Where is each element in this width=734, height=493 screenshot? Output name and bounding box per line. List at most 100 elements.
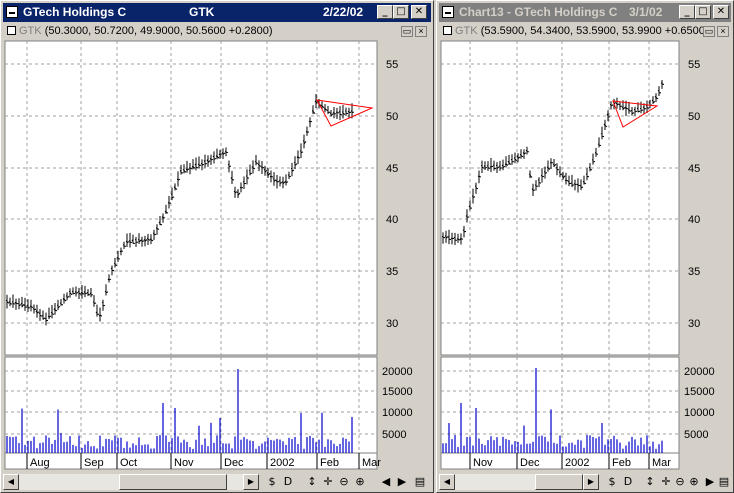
price-bar-open [209, 157, 212, 160]
price-bar-close [159, 223, 163, 226]
maximize-button[interactable]: □ [695, 5, 711, 19]
data-window-icon [443, 26, 452, 35]
window-app-icon[interactable] [442, 6, 454, 18]
zoom-in-icon[interactable]: ⊕ [689, 475, 699, 488]
price-bar-close [520, 155, 524, 158]
page-left-icon[interactable]: ◀ [381, 475, 391, 488]
dollar-scale-icon[interactable]: $ [608, 475, 616, 488]
subwindow-close-button[interactable]: × [415, 26, 427, 37]
chart-window-chart13[interactable]: Chart13 - GTech Holdings C 3/1/02 _ □ ✕ … [436, 0, 734, 493]
scroll-left-arrow-icon[interactable]: ◀ [3, 474, 19, 490]
price-bar-close [141, 240, 145, 243]
price-bar-close [54, 309, 58, 312]
price-bar-open [483, 165, 486, 168]
subwindow-restore-button[interactable]: ▭ [703, 26, 715, 37]
data-window-icon [7, 26, 16, 35]
price-bar-open [230, 176, 233, 179]
price-bar-open [519, 153, 522, 156]
price-bar-close [123, 245, 127, 247]
page-right-icon[interactable]: ▶ [397, 475, 407, 488]
zoom-out-icon[interactable]: ⊖ [675, 475, 685, 488]
price-bar-open [29, 305, 32, 307]
price-bar-open [603, 123, 606, 126]
window-app-icon[interactable] [6, 6, 18, 18]
window-title: GTech Holdings C [23, 5, 127, 19]
scroll-thumb[interactable] [119, 474, 227, 490]
subwindow-close-button[interactable]: × [717, 26, 729, 37]
price-bar-close [15, 302, 19, 305]
price-bar-close [553, 163, 557, 167]
price-bar-close [297, 156, 301, 159]
price-bar-open [74, 290, 77, 293]
month-label: Nov [174, 457, 194, 469]
price-bar-close [532, 189, 536, 192]
price-bar-close [117, 258, 121, 260]
price-bar-open [642, 106, 645, 108]
horizontal-scrollbar[interactable]: ◀ ▶ [3, 474, 259, 490]
move-icon[interactable]: ✛ [323, 475, 333, 488]
price-bar-close [237, 192, 241, 196]
price-bar-open [215, 155, 218, 157]
price-bar-open [606, 113, 609, 116]
horizontal-scrollbar[interactable]: ◀ ▶ [439, 474, 599, 490]
price-bar-close [234, 191, 238, 194]
print-icon[interactable]: ▤ [414, 475, 426, 488]
month-label: 2002 [565, 457, 589, 469]
zoom-in-icon[interactable]: ⊕ [355, 475, 365, 488]
price-bar-open [582, 181, 585, 183]
price-bar-close [273, 179, 277, 182]
price-bar-open [143, 238, 146, 241]
price-chart[interactable]: 55 50 45 40 35 30 20000 15000 10000 5000 Aug Sep Oct… [1, 1, 433, 492]
price-bar-close [156, 227, 160, 231]
price-bar-open [251, 166, 254, 168]
price-chart[interactable]: 55 50 45 40 35 30 20000 15000 10000 5000 Nov Dec 200… [437, 1, 733, 492]
close-button[interactable]: ✕ [713, 5, 729, 19]
minimize-button[interactable]: _ [377, 5, 393, 19]
subwindow-restore-button[interactable]: ▭ [401, 26, 413, 37]
price-bar-open [203, 160, 206, 163]
price-bar-close [279, 181, 283, 184]
window-symbol: GTK [189, 5, 215, 19]
scroll-right-arrow-icon[interactable]: ▶ [243, 474, 259, 490]
price-bar-open [53, 307, 56, 311]
price-bar-open [600, 133, 603, 135]
daily-interval-icon[interactable]: D [283, 475, 293, 488]
print-icon[interactable]: ▤ [718, 475, 730, 488]
price-bar-close [36, 311, 40, 314]
price-bar-close [63, 298, 67, 302]
close-button[interactable]: ✕ [411, 5, 427, 19]
move-icon[interactable]: ✛ [661, 475, 671, 488]
price-bar-close [177, 178, 181, 181]
price-bar-open [89, 292, 92, 295]
price-axis-label: 40 [386, 214, 398, 226]
ohlc-readout: (53.5900, 54.3400, 53.5900, 53.9900 +0.6… [480, 25, 709, 37]
price-bar-open [14, 301, 17, 304]
dollar-scale-icon[interactable]: $ [268, 475, 276, 488]
price-bar-open [140, 239, 143, 241]
price-bar-close [481, 166, 485, 169]
scroll-left-arrow-icon[interactable]: ◀ [439, 474, 455, 490]
vertical-scale-icon[interactable]: ↕ [307, 475, 317, 488]
chart-window-gtk[interactable]: GTech Holdings C GTK 2/22/02 _ □ ✕ GTK (… [0, 0, 434, 493]
title-bar[interactable]: GTech Holdings C GTK 2/22/02 _ □ ✕ [3, 3, 431, 22]
daily-interval-icon[interactable]: D [623, 475, 633, 488]
price-bar-close [270, 175, 274, 178]
price-bar-close [87, 293, 91, 296]
scroll-right-arrow-icon[interactable]: ▶ [583, 474, 599, 490]
price-bar-close [84, 292, 88, 295]
price-bar-open [197, 163, 200, 166]
title-bar[interactable]: Chart13 - GTech Holdings C 3/1/02 _ □ ✕ [439, 3, 731, 22]
price-bar-close [541, 175, 545, 178]
zoom-out-icon[interactable]: ⊖ [339, 475, 349, 488]
window-date: 2/22/02 [323, 5, 364, 19]
price-bar-open [459, 237, 462, 241]
price-bar-close [147, 238, 151, 241]
price-bar-close [523, 152, 527, 155]
price-bar-open [284, 180, 287, 183]
maximize-button[interactable]: □ [393, 5, 409, 19]
minimize-button[interactable]: _ [679, 5, 695, 19]
vertical-scale-icon[interactable]: ↕ [645, 475, 655, 488]
price-bar-close [604, 125, 608, 128]
page-right-icon[interactable]: ▶ [705, 475, 715, 488]
scroll-thumb[interactable] [535, 474, 583, 490]
